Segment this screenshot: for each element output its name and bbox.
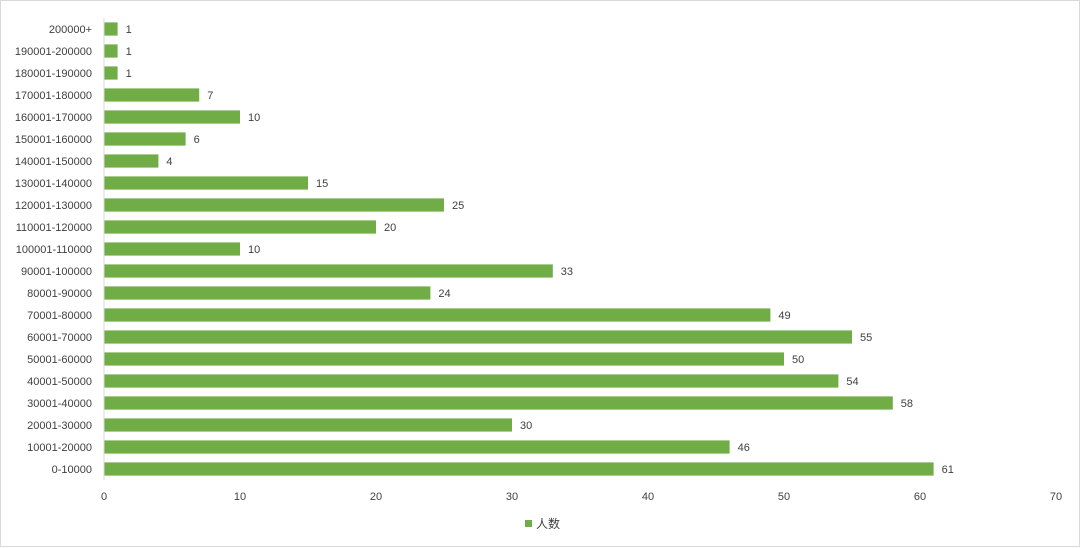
data-label: 50: [792, 354, 804, 366]
bar: [104, 176, 308, 190]
bar: [104, 220, 376, 234]
bar: [104, 352, 784, 366]
data-label: 15: [316, 178, 328, 190]
bar: [104, 264, 553, 278]
bar: [104, 374, 839, 388]
x-tick-label: 40: [642, 491, 654, 503]
category-label: 0-10000: [52, 464, 92, 476]
bars-group: [104, 22, 934, 476]
category-label: 130001-140000: [15, 178, 92, 190]
bar: [104, 132, 186, 146]
data-label: 10: [248, 112, 260, 124]
data-label: 1: [126, 68, 132, 80]
bar: [104, 154, 159, 168]
data-label: 55: [860, 332, 872, 344]
data-label: 6: [194, 134, 200, 146]
bar: [104, 330, 852, 344]
category-label: 50001-60000: [27, 354, 92, 366]
data-label: 10: [248, 244, 260, 256]
x-tick-label: 0: [101, 491, 107, 503]
data-label: 4: [166, 156, 172, 168]
bar: [104, 22, 118, 36]
category-label: 160001-170000: [15, 112, 92, 124]
x-tick-label: 50: [778, 491, 790, 503]
data-label: 49: [778, 310, 790, 322]
bar: [104, 462, 934, 476]
bar: [104, 66, 118, 80]
data-label: 25: [452, 200, 464, 212]
category-label: 190001-200000: [15, 46, 92, 58]
category-label: 150001-160000: [15, 134, 92, 146]
bar: [104, 88, 200, 102]
bar: [104, 396, 893, 410]
data-label: 20: [384, 222, 396, 234]
bar: [104, 110, 240, 124]
category-label: 140001-150000: [15, 156, 92, 168]
x-tick-labels-group: 0 10 20 30 40 50 60 70: [101, 491, 1062, 503]
legend-label: 人数: [536, 516, 560, 531]
bar: [104, 44, 118, 58]
bar: [104, 242, 240, 256]
category-label: 200000+: [49, 24, 92, 36]
category-label: 110001-120000: [16, 222, 92, 234]
bar: [104, 198, 444, 212]
bar: [104, 286, 431, 300]
category-label: 70001-80000: [27, 310, 92, 322]
data-label: 24: [438, 288, 450, 300]
data-label: 54: [846, 376, 858, 388]
category-label: 20001-30000: [27, 420, 92, 432]
bar: [104, 308, 771, 322]
category-label: 30001-40000: [27, 398, 92, 410]
data-label: 1: [126, 24, 132, 36]
category-label: 40001-50000: [27, 376, 92, 388]
bar: [104, 440, 730, 454]
category-label: 90001-100000: [21, 266, 92, 278]
x-tick-label: 70: [1050, 491, 1062, 503]
category-label: 170001-180000: [15, 90, 92, 102]
legend: 人数: [525, 516, 560, 531]
x-tick-label: 30: [506, 491, 518, 503]
legend-swatch: [525, 520, 532, 527]
x-tick-label: 60: [914, 491, 926, 503]
data-label: 1: [126, 46, 132, 58]
x-tick-label: 10: [234, 491, 246, 503]
category-label: 60001-70000: [27, 332, 92, 344]
category-label: 100001-110000: [16, 244, 92, 256]
data-label: 46: [738, 442, 750, 454]
category-label: 10001-20000: [27, 442, 92, 454]
category-labels-group: 0-10000 10001-20000 20001-30000 30001-40000…: [15, 24, 92, 476]
data-label: 30: [520, 420, 532, 432]
category-label: 120001-130000: [15, 200, 92, 212]
data-label: 7: [207, 90, 213, 102]
x-tick-label: 20: [370, 491, 382, 503]
category-label: 80001-90000: [27, 288, 92, 300]
data-label: 61: [942, 464, 954, 476]
data-label: 33: [561, 266, 573, 278]
category-label: 180001-190000: [15, 68, 92, 80]
data-label: 58: [901, 398, 913, 410]
bar: [104, 418, 512, 432]
